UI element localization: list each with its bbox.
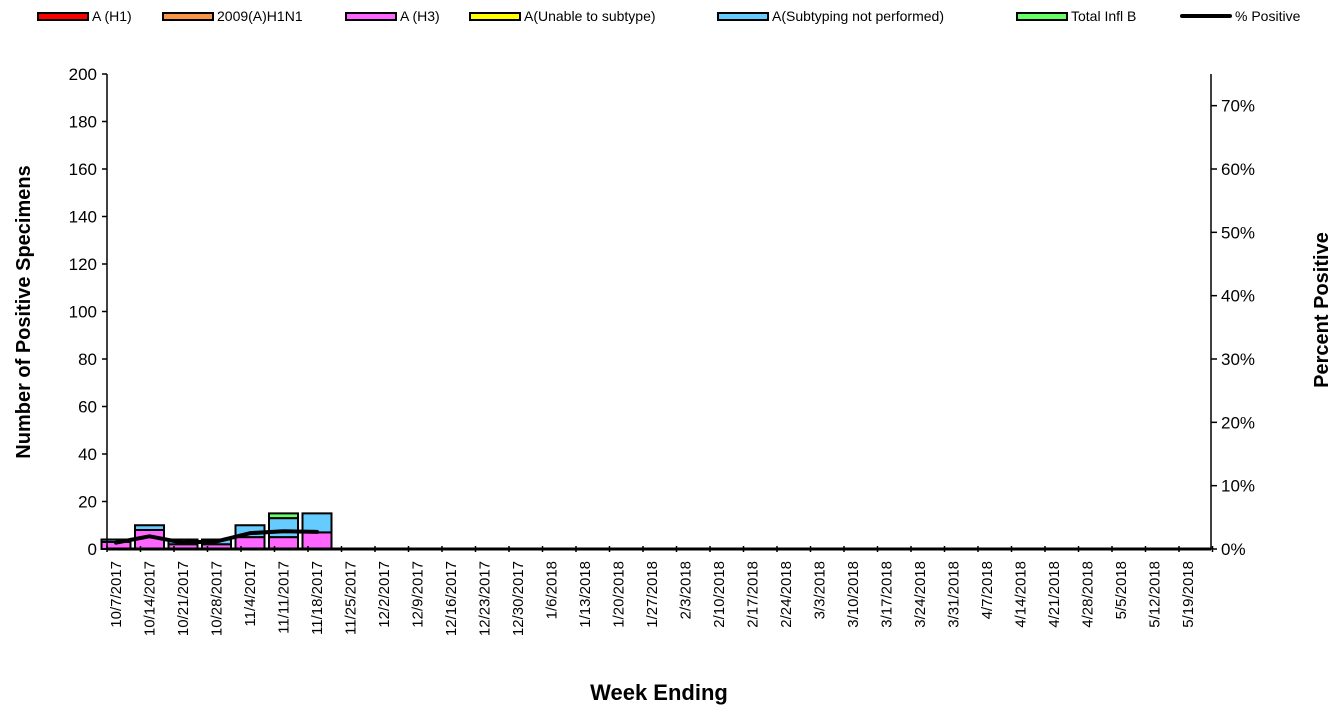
y-axis-title: Number of Positive Specimens (13, 165, 35, 458)
x-tick-label: 1/13/2018 (577, 561, 594, 628)
bar-segment (268, 536, 299, 550)
x-tick-label: 5/19/2018 (1180, 561, 1197, 628)
x-tick-label: 3/10/2018 (845, 561, 862, 628)
x-tick-label: 3/24/2018 (912, 561, 929, 628)
x-tick-label: 11/25/2017 (343, 561, 360, 635)
x-tick-label: 4/28/2018 (1080, 561, 1097, 628)
legend-swatch-a-h3 (345, 11, 397, 21)
legend-swatch-percent-positive (1180, 14, 1232, 18)
y-tick-label: 140 (69, 208, 97, 227)
legend-swatch-h1n1 (162, 11, 214, 21)
y-ticks-left: 0 20 40 60 80 100 120 140 160 180 200 (69, 65, 107, 559)
legend-item-total-infl-b: Total Infl B (1016, 8, 1136, 24)
x-tick-label: 4/14/2018 (1013, 561, 1030, 628)
bar-segment (134, 524, 165, 531)
y2-tick-label: 20% (1221, 413, 1255, 432)
x-tick-label: 11/11/2017 (276, 561, 293, 634)
y-tick-label: 160 (69, 160, 97, 179)
x-tick-label: 1/6/2018 (544, 561, 561, 619)
legend-label-total-infl-b: Total Infl B (1071, 8, 1137, 24)
y-tick-label: 0 (88, 540, 97, 559)
x-tick-label: 2/24/2018 (778, 561, 795, 628)
legend-item-percent-positive: % Positive (1180, 8, 1300, 24)
legend-item-a-h1: A (H1) (37, 8, 132, 24)
x-tick-label: 2/3/2018 (678, 561, 695, 619)
x-tick-label: 10/14/2017 (142, 561, 159, 636)
x-tick-label: 11/18/2017 (309, 561, 326, 635)
y-ticks-right: 0% 10% 20% 30% 40% 50% 60% 70% (1211, 97, 1255, 559)
x-tick-label: 2/10/2018 (711, 561, 728, 628)
chart-legend: A (H1) 2009(A)H1N1 A (H3) A(Unable to su… (0, 8, 1341, 28)
y2-tick-label: 0% (1221, 540, 1246, 559)
bar-segment (301, 512, 333, 534)
legend-item-a-h3: A (H3) (345, 8, 440, 24)
x-tick-label: 2/17/2018 (745, 561, 762, 628)
legend-label-subtyping-not-performed: A(Subtyping not performed) (772, 8, 944, 24)
x-tick-label: 12/2/2017 (376, 561, 393, 628)
legend-item-h1n1: 2009(A)H1N1 (162, 8, 303, 24)
x-tick-label: 3/17/2018 (879, 561, 896, 628)
y2-tick-label: 60% (1221, 160, 1255, 179)
y2-tick-label: 10% (1221, 477, 1255, 496)
bar-segment (268, 512, 299, 520)
x-tick-label: 4/7/2018 (979, 561, 996, 619)
x-tick-label: 4/21/2018 (1046, 561, 1063, 628)
x-tick-label: 10/7/2017 (108, 561, 125, 628)
x-tick-label: 10/28/2017 (209, 561, 226, 636)
legend-swatch-a-h1 (37, 11, 89, 21)
legend-swatch-subtyping-not-performed (717, 11, 769, 21)
y-tick-label: 120 (69, 255, 97, 274)
y2-tick-label: 30% (1221, 350, 1255, 369)
y2-tick-label: 50% (1221, 223, 1255, 242)
x-axis-title: Week Ending (590, 680, 728, 705)
y-tick-label: 200 (69, 65, 97, 84)
legend-item-unable-subtype: A(Unable to subtype) (469, 8, 656, 24)
x-tick-label: 12/23/2017 (477, 561, 494, 636)
percent-positive-line (114, 529, 319, 545)
percent-line-layer (114, 529, 319, 545)
y-tick-label: 80 (78, 350, 97, 369)
legend-label-a-h3: A (H3) (400, 8, 440, 24)
bar-segment (234, 536, 266, 550)
x-tick-label: 12/9/2017 (410, 561, 427, 628)
x-tick-label: 12/30/2017 (510, 561, 527, 636)
legend-label-percent-positive: % Positive (1235, 8, 1301, 24)
x-tick-label: 11/4/2017 (242, 561, 259, 627)
x-tick-label: 1/20/2018 (611, 561, 628, 628)
x-tick-label: 5/5/2018 (1113, 561, 1130, 619)
legend-label-unable-subtype: A(Unable to subtype) (524, 8, 656, 24)
axes-layer (106, 74, 1212, 551)
bar-segment (301, 531, 333, 550)
legend-item-subtyping-not-performed: A(Subtyping not performed) (717, 8, 944, 24)
y2-tick-label: 70% (1221, 97, 1255, 116)
legend-label-a-h1: A (H1) (92, 8, 132, 24)
x-tick-label: 3/3/2018 (812, 561, 829, 619)
x-ticks: 10/7/2017 10/14/2017 10/21/2017 10/28/2017 1… (106, 546, 1214, 636)
bar-segment (268, 517, 299, 539)
y2-tick-label: 40% (1221, 287, 1255, 306)
y-tick-label: 100 (69, 303, 97, 322)
legend-label-h1n1: 2009(A)H1N1 (217, 8, 303, 24)
y-tick-label: 20 (78, 493, 97, 512)
x-tick-label: 10/21/2017 (175, 561, 192, 636)
legend-swatch-unable-subtype (469, 11, 521, 21)
y-tick-label: 60 (78, 398, 97, 417)
legend-swatch-total-infl-b (1016, 11, 1068, 21)
x-tick-label: 12/16/2017 (443, 561, 460, 636)
y2-axis-title: Percent Positive (1311, 232, 1333, 388)
y-tick-label: 40 (78, 445, 97, 464)
x-tick-label: 3/31/2018 (946, 561, 963, 628)
x-tick-label: 5/12/2018 (1147, 561, 1164, 628)
x-tick-label: 1/27/2018 (644, 561, 661, 628)
bar-layer (100, 512, 333, 550)
y-tick-label: 180 (69, 113, 97, 132)
